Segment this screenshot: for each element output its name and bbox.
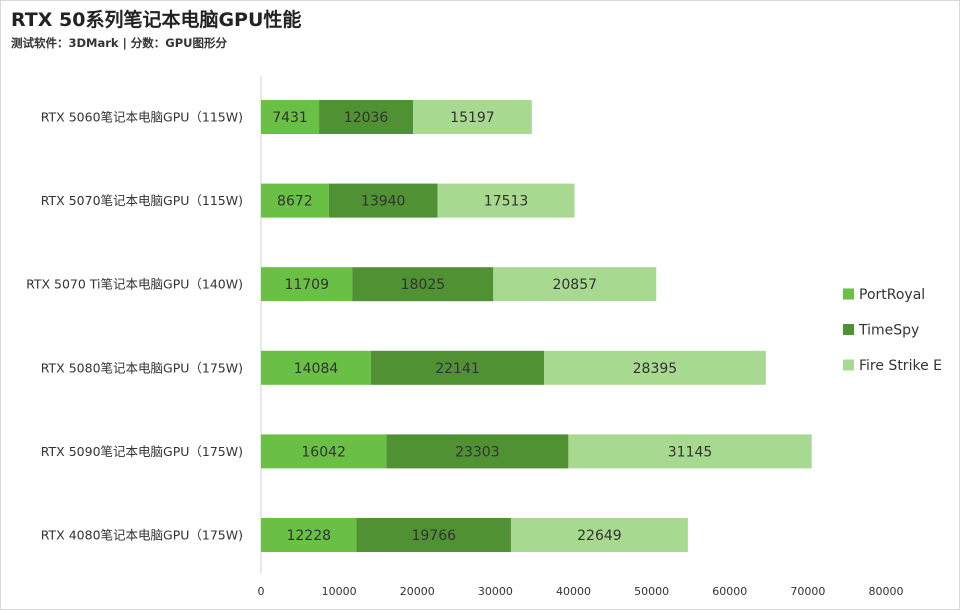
category-label: RTX 5090笔记本电脑GPU（175W)	[41, 444, 243, 459]
data-label: 12036	[344, 110, 389, 126]
bar-segment-timespy	[356, 518, 511, 552]
data-label: 20857	[552, 277, 597, 293]
bar-segment-timespy	[371, 350, 545, 385]
legend-swatch	[843, 288, 854, 300]
x-tick-label: 80000	[869, 585, 904, 598]
data-label: 12228	[286, 528, 331, 544]
data-label: 16042	[301, 444, 346, 460]
data-label: 19766	[411, 528, 456, 544]
legend-swatch	[843, 359, 854, 371]
bar-segment-timespy	[386, 434, 569, 469]
bar-segment-timespy	[328, 183, 438, 218]
x-tick-label: 70000	[790, 585, 825, 598]
x-tick-label: 20000	[400, 585, 435, 598]
legend-label: TimeSpy	[858, 323, 919, 339]
bar-segment-portroyal	[261, 183, 329, 218]
x-tick-label: 50000	[634, 585, 669, 598]
data-label: 17513	[484, 194, 529, 210]
bar-segment-fire-strike-e	[437, 183, 575, 218]
bar-segment-portroyal	[261, 100, 320, 134]
x-tick-label: 30000	[478, 585, 513, 598]
data-label: 11709	[284, 277, 329, 293]
bar-segment-fire-strike-e	[413, 100, 532, 134]
bar-segment-fire-strike-e	[493, 267, 657, 302]
bar-segment-portroyal	[261, 350, 372, 385]
x-tick-label: 60000	[712, 585, 747, 598]
category-label: RTX 5080笔记本电脑GPU（175W)	[41, 360, 243, 375]
bar-segment-fire-strike-e	[544, 350, 766, 385]
bar-segment-timespy	[319, 100, 414, 134]
x-tick-label: 40000	[556, 585, 591, 598]
category-label: RTX 4080笔记本电脑GPU（175W)	[41, 528, 243, 543]
legend-label: Fire Strike E	[859, 358, 942, 374]
data-label: 14084	[294, 361, 339, 377]
category-label: RTX 5060笔记本电脑GPU（115W)	[41, 110, 243, 125]
data-label: 23303	[455, 444, 500, 460]
bar-segment-portroyal	[261, 518, 357, 552]
x-tick-label: 0	[258, 585, 265, 598]
chart-subtitle: 测试软件：3DMark | 分数：GPU图形分	[11, 36, 227, 50]
bar-segment-portroyal	[261, 434, 387, 469]
data-label: 22649	[577, 528, 622, 544]
legend-swatch	[843, 324, 854, 335]
data-label: 8672	[277, 194, 313, 210]
category-label: RTX 5070笔记本电脑GPU（115W)	[41, 193, 243, 208]
data-label: 22141	[435, 361, 480, 377]
bar-segment-fire-strike-e	[568, 434, 812, 469]
bar-segment-portroyal	[261, 267, 353, 302]
bar-segment-timespy	[352, 267, 494, 302]
data-label: 13940	[361, 194, 406, 210]
category-label: RTX 5070 Ti笔记本电脑GPU（140W)	[26, 277, 243, 292]
data-label: 18025	[401, 277, 446, 293]
chart-title: RTX 50系列笔记本电脑GPU性能	[11, 9, 302, 31]
bar-segment-fire-strike-e	[510, 518, 688, 552]
data-label: 15197	[450, 110, 495, 126]
x-tick-label: 10000	[322, 585, 357, 598]
legend-label: PortRoyal	[859, 287, 925, 303]
data-label: 31145	[668, 444, 713, 460]
data-label: 28395	[633, 361, 678, 377]
data-label: 7431	[272, 110, 308, 126]
